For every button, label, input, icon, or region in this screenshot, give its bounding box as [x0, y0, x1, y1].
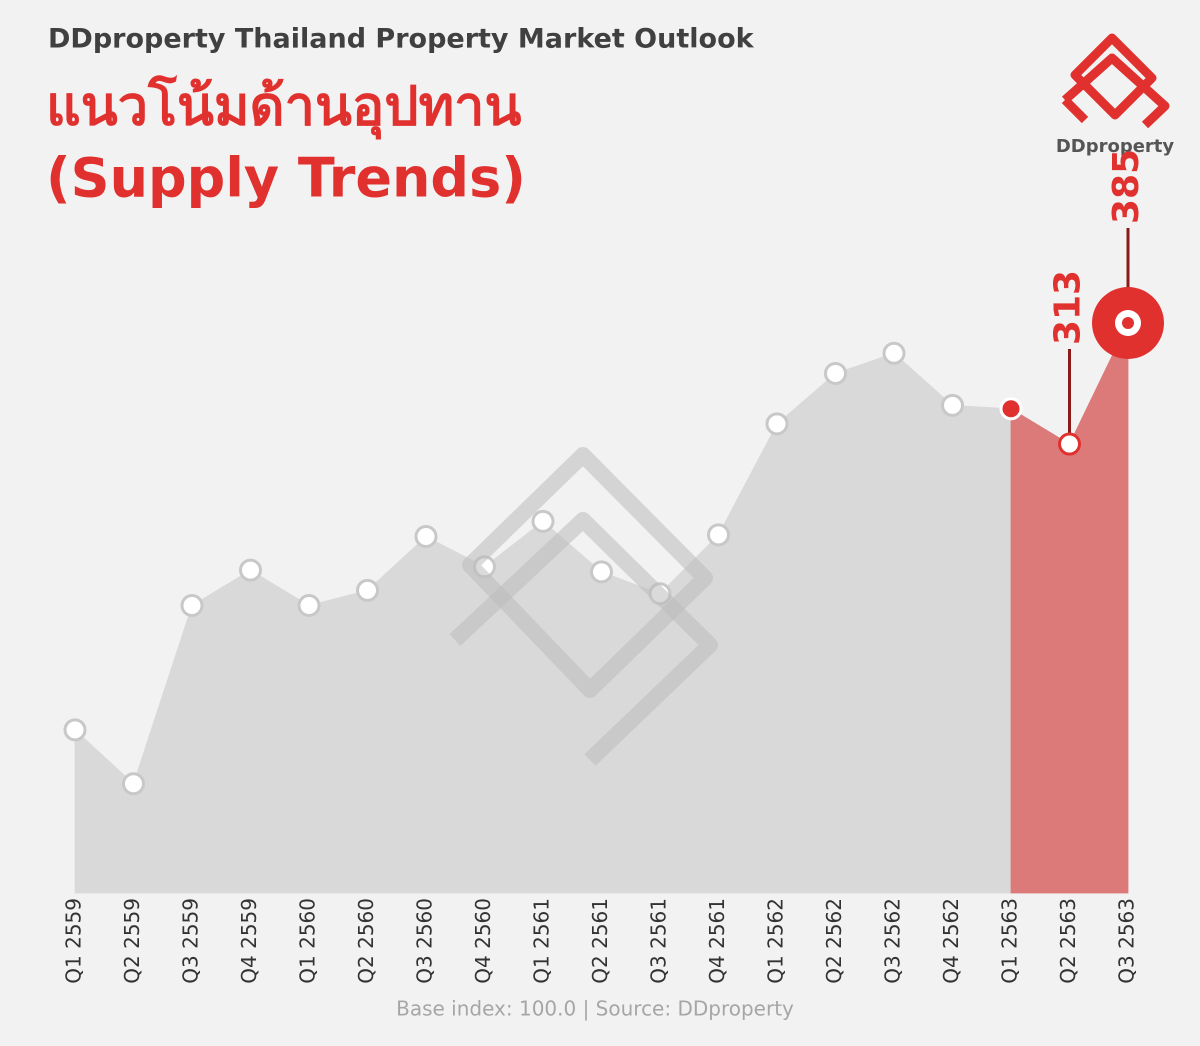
area-segment	[191, 569, 251, 894]
x-tick-label: Q3 2561	[647, 898, 671, 984]
chart-subtitle: (Supply Trends)	[46, 147, 526, 210]
point	[882, 341, 906, 365]
x-tick-label: Q3 2559	[179, 898, 203, 984]
area-segment	[250, 569, 310, 894]
area-segment	[893, 352, 953, 894]
value-label: 385	[1106, 149, 1147, 224]
point	[180, 593, 204, 617]
source-note: Base index: 100.0 | Source: DDproperty	[396, 997, 794, 1021]
area-segment	[1010, 408, 1070, 894]
watermark-shape	[449, 512, 718, 766]
point	[590, 560, 613, 584]
plot: Q1 2559 Q2 2559 Q3 2559 Q4 2559 Q1 2560 Q2 25…	[62, 149, 1164, 984]
point	[1058, 432, 1081, 456]
chart-title: แนวโน้มด้านอุปทาน	[46, 75, 521, 141]
x-tick-label: Q3 2562	[881, 898, 905, 984]
x-tick-label: Q1 2561	[530, 898, 554, 984]
x-tick-label: Q2 2560	[354, 898, 378, 984]
area-segment	[425, 535, 485, 894]
point	[941, 393, 964, 417]
watermark	[449, 447, 718, 766]
x-tick-label: Q4 2562	[939, 898, 963, 984]
x-tick-label: Q2 2563	[1056, 898, 1080, 984]
point	[707, 523, 730, 547]
point	[765, 412, 789, 436]
x-tick-label: Q3 2563	[1115, 898, 1139, 984]
point	[239, 558, 262, 582]
x-tick-label: Q1 2559	[62, 898, 86, 984]
x-tick-label: Q2 2561	[588, 898, 612, 984]
area-segment	[952, 404, 1012, 894]
point	[63, 718, 87, 742]
x-tick-label: Q4 2560	[471, 898, 495, 984]
logo-shape	[1061, 96, 1089, 124]
x-tick-label: Q1 2560	[296, 898, 320, 984]
point	[297, 593, 321, 617]
logo-shape	[1070, 33, 1157, 120]
x-tick-label: Q3 2560	[413, 898, 437, 984]
x-tick-label: Q4 2561	[705, 898, 729, 984]
area-segment	[308, 589, 368, 894]
watermark-shape	[462, 447, 713, 698]
logo-shape	[1062, 53, 1170, 129]
point	[999, 397, 1023, 421]
value-label: 313	[1048, 270, 1089, 345]
x-tick-label: Q1 2563	[998, 898, 1022, 984]
point	[824, 361, 847, 385]
point	[414, 525, 438, 549]
logo	[1061, 33, 1170, 129]
x-tick-label: Q1 2562	[764, 898, 788, 984]
area-segment	[776, 372, 836, 894]
brand-title: DDproperty Thailand Property Market Outl…	[48, 24, 755, 55]
point-core	[1122, 317, 1134, 329]
x-tick-label: Q4 2559	[237, 898, 261, 984]
logo-text: DDproperty	[1056, 136, 1175, 157]
point	[356, 578, 379, 602]
x-tick-label: Q2 2562	[822, 898, 846, 984]
point	[531, 509, 555, 533]
area-segment	[835, 352, 895, 894]
x-tick-label: Q2 2559	[120, 898, 144, 984]
point	[122, 772, 145, 796]
